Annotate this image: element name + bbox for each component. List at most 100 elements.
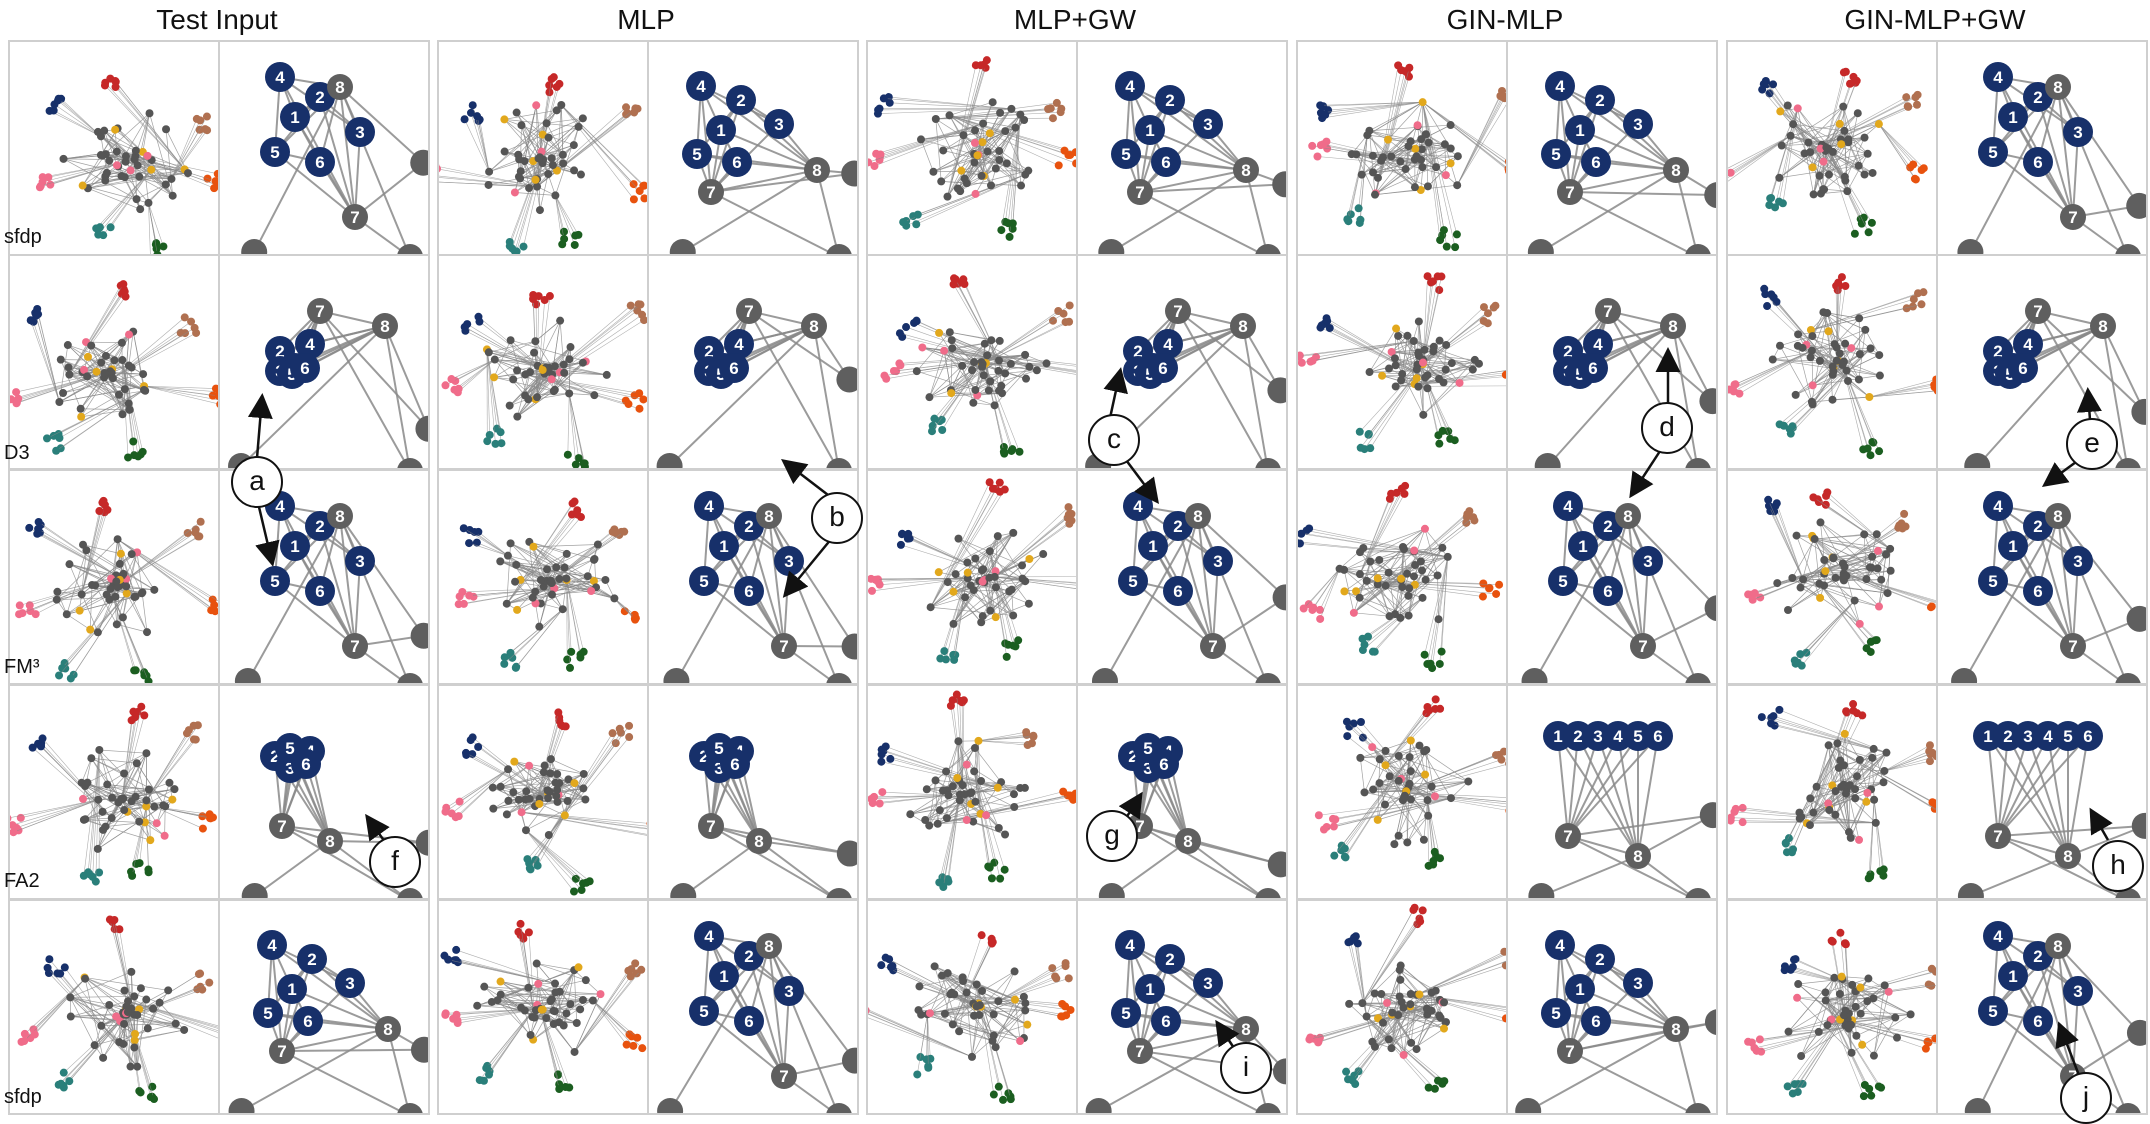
panel-gin-mlp-row3-zoom-node-label-6: 6: [1603, 582, 1612, 601]
panel-gin-mlp-row2-overview-node: [1413, 365, 1421, 373]
panel-gin-mlp-row1-overview-node: [1358, 171, 1366, 179]
panel-mlp-row5-overview-node: [547, 997, 555, 1005]
panel-mlp-row1-overview-node: [577, 171, 585, 179]
panel-mlp-gw-row4-overview-node: [995, 824, 1003, 832]
panel-mlp-gw-row1-overview-node: [995, 147, 1003, 155]
panel-test-input-row1-zoom-node-label-1: 1: [290, 108, 299, 127]
panel-mlp-row4-zoom-node-label-7: 7: [706, 817, 715, 836]
panel-mlp-row1-overview-node: [570, 141, 578, 149]
panel-mlp-row1-overview-node: [545, 134, 553, 142]
panel-mlp-row2-overview-node: [521, 371, 529, 379]
panel-gin-mlp-gw-row1-overview: [1726, 40, 1938, 256]
panel-test-input-row2-overview-node: [126, 406, 134, 414]
panel-mlp-row4-overview-node: [561, 811, 569, 819]
panel-mlp-gw-row4-overview-node: [953, 774, 961, 782]
panel-gin-mlp-row1-zoom-node-label-4: 4: [1555, 77, 1565, 96]
panel-gin-mlp-gw-row3-zoom-node-label-7: 7: [2068, 637, 2077, 656]
panel-test-input-row1-overview-node: [147, 166, 155, 174]
panel-test-input-row1-overview-node: [162, 125, 170, 133]
panel-gin-mlp-gw-row2-overview-node: [1841, 340, 1849, 348]
panel-gin-mlp-row5-overview-node: [1398, 998, 1406, 1006]
panel-mlp-gw-row5-zoom-node-label-7: 7: [1135, 1042, 1144, 1061]
panel-gin-mlp-row3-overview-node: [1363, 577, 1371, 585]
panel-mlp-row4-overview-node: [547, 755, 555, 763]
panel-gin-mlp-gw-row4-overview: [1726, 684, 1938, 900]
panel-test-input-row5-overview-node: [137, 984, 145, 992]
panel-gin-mlp-gw-row5-zoom-node-label-2: 2: [2033, 947, 2042, 966]
panel-mlp-row1-overview-node: [485, 168, 493, 176]
panel-mlp-row2-overview-svg: [439, 256, 649, 470]
panel-mlp-gw-row4-overview-node: [923, 785, 931, 793]
panel-mlp-gw-row2-overview-node: [918, 343, 926, 351]
panel-test-input-row4-overview-node: [168, 796, 176, 804]
panel-mlp-gw-row4-overview-node: [954, 737, 962, 745]
panel-gin-mlp-gw-row3-overview-graph: [1744, 488, 1938, 669]
panel-gin-mlp-row1-overview-node: [1411, 145, 1419, 153]
panel-test-input-row5-zoom-node-label-1: 1: [287, 980, 296, 999]
panel-mlp-row4-zoom-node-label-8: 8: [754, 832, 763, 851]
panel-mlp-gw-row1-overview-node: [996, 109, 1004, 117]
panel-gin-mlp-gw-row5-zoom-node-label-5: 5: [1988, 1002, 1997, 1021]
panel-mlp-row4-overview-node: [543, 786, 551, 794]
panel-test-input-row4-overview-node: [132, 793, 140, 801]
panel-mlp-row4-overview-node: [553, 786, 561, 794]
panel-mlp-row5-overview-node: [550, 1020, 558, 1028]
panel-mlp-row4-overview-node: [504, 765, 512, 773]
panel-mlp-gw-row5-zoom-node-label-2: 2: [1165, 950, 1174, 969]
panel-test-input-row4-overview-node: [99, 808, 107, 816]
panel-mlp-row1-overview: [437, 40, 649, 256]
panel-gin-mlp-row2-overview-node: [1442, 366, 1450, 374]
panel-mlp-gw-row3-overview-node: [961, 593, 969, 601]
panel-gin-mlp-row4-overview-node: [1376, 755, 1384, 763]
panel-gin-mlp-row4-overview-graph: [1315, 695, 1508, 869]
panel-test-input-row4-overview-node: [81, 782, 89, 790]
panel-mlp-row2-overview-node: [551, 362, 559, 370]
callout-b: b: [811, 492, 863, 544]
panel-gin-mlp-gw-row4-overview-graph: [1728, 700, 1938, 882]
panel-mlp-gw-row3-overview-node: [935, 568, 943, 576]
panel-mlp-row2-overview-node: [485, 348, 493, 356]
panel-gin-mlp-gw-row3-overview-node: [1815, 580, 1823, 588]
panel-test-input-row5-overview-node: [112, 1012, 120, 1020]
panel-mlp-row2-overview-node: [530, 349, 538, 357]
panel-gin-mlp-gw-row4-overview-node: [1855, 836, 1863, 844]
panel-mlp-gw-row5-zoom-node-label-1: 1: [1145, 980, 1154, 999]
panel-mlp-row4-zoom-node-label-6: 6: [730, 755, 739, 774]
panel-mlp-gw-row1-overview-node: [1003, 159, 1011, 167]
panel-mlp-row2-overview-node: [560, 369, 568, 377]
panel-gin-mlp-row5-zoom-outer-node: [1685, 1103, 1711, 1115]
panel-mlp-row2-overview-node: [533, 393, 541, 401]
panel-test-input-row5-overview-node: [81, 975, 89, 983]
panel-test-input-row1-zoom-node-label-6: 6: [315, 153, 324, 172]
panel-gin-mlp-gw-row4-overview-node: [1870, 745, 1878, 753]
panel-gin-mlp-gw-row1-overview-node: [1829, 148, 1837, 156]
panel-test-input-row3-overview-node: [76, 607, 84, 615]
panel-mlp-row1-overview-node: [525, 184, 533, 192]
panel-gin-mlp-row5-overview-node: [1379, 1019, 1387, 1027]
panel-gin-mlp-row2-overview-node: [1419, 411, 1427, 419]
panel-gin-mlp-gw-row1-overview-node: [1843, 187, 1851, 195]
panel-gin-mlp-gw-row2-overview-node: [1855, 375, 1863, 383]
panel-mlp-row3-overview-node: [513, 606, 521, 614]
panel-gin-mlp-gw-row4-overview-node: [1853, 772, 1861, 780]
panel-test-input-row2-overview-node: [77, 413, 85, 421]
panel-test-input-row2-overview-node: [84, 353, 92, 361]
panel-mlp-gw-row5-overview-node: [963, 989, 971, 997]
panel-test-input-row3-overview-node: [130, 593, 138, 601]
panel-gin-mlp-row2-zoom-node-label-6: 6: [1588, 359, 1597, 378]
panel-test-input-row4-overview-svg: [10, 686, 220, 900]
panel-mlp-row4-overview: [437, 684, 649, 900]
panel-gin-mlp-gw-row3-overview-node: [1773, 579, 1781, 587]
panel-gin-mlp-gw-row5-overview-node: [1815, 1028, 1823, 1036]
panel-gin-mlp-row2-overview-node: [1436, 337, 1444, 345]
panel-gin-mlp-gw-row5-overview: [1726, 899, 1938, 1115]
panel-gin-mlp-row2-overview-node: [1440, 379, 1448, 387]
panel-gin-mlp-row5-zoom-outer-node: [1705, 1009, 1718, 1035]
panel-mlp-gw-row1-overview-node: [1020, 116, 1028, 124]
panel-mlp-gw-row3-overview-node: [1025, 555, 1033, 563]
panel-mlp-row2-overview-node: [507, 336, 515, 344]
